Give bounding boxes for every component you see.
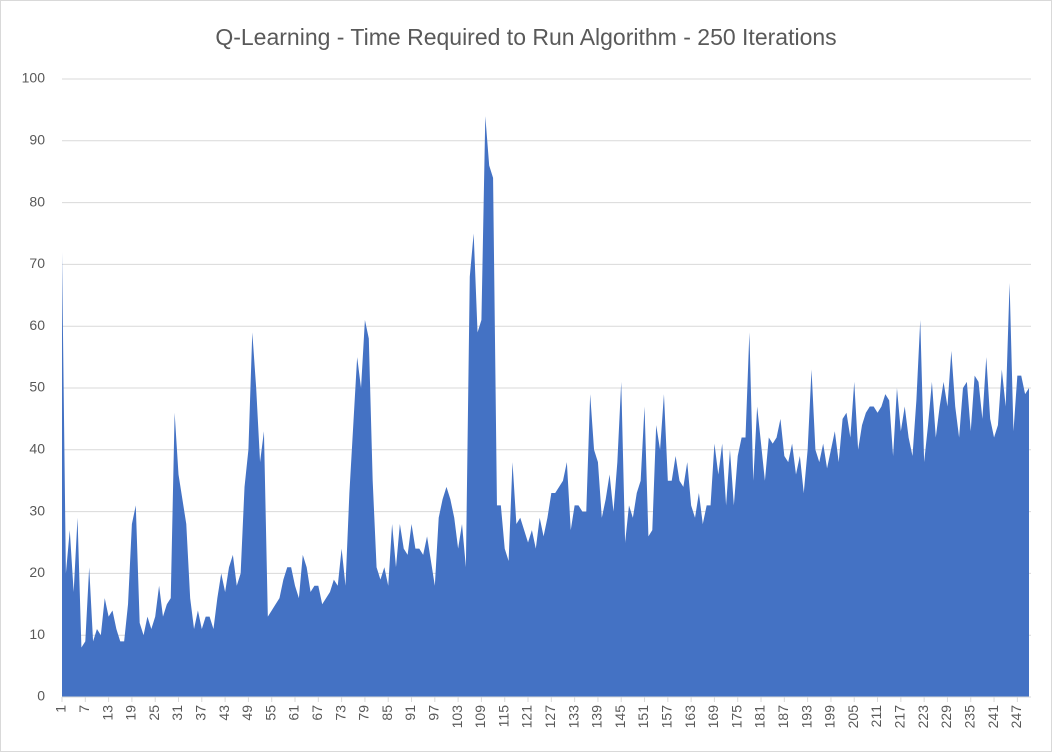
y-tick-label: 70: [29, 255, 45, 271]
x-tick-label: 67: [309, 705, 325, 721]
y-tick-label: 50: [29, 379, 45, 395]
x-tick-label: 103: [449, 705, 465, 729]
y-tick-label: 30: [29, 502, 45, 518]
chart-title: Q-Learning - Time Required to Run Algori…: [215, 24, 836, 50]
x-tick-label: 1: [53, 705, 69, 713]
x-tick-label: 157: [659, 705, 675, 729]
x-tick-label: 25: [146, 705, 162, 721]
x-tick-label: 181: [752, 705, 768, 729]
y-tick-label: 90: [29, 132, 45, 148]
x-tick-label: 193: [798, 705, 814, 729]
x-tick-label: 205: [845, 705, 861, 729]
x-tick-label: 199: [822, 705, 838, 729]
x-tick-label: 163: [682, 705, 698, 729]
x-tick-label: 79: [356, 705, 372, 721]
x-tick-label: 85: [379, 705, 395, 721]
x-tick-label: 31: [169, 705, 185, 721]
x-tick-label: 55: [262, 705, 278, 721]
x-tick-label: 61: [286, 705, 302, 721]
x-tick-label: 13: [99, 705, 115, 721]
y-tick-label: 10: [29, 626, 45, 642]
x-tick-label: 247: [1008, 705, 1024, 729]
y-tick-label: 40: [29, 441, 45, 457]
x-tick-label: 223: [915, 705, 931, 729]
x-tick-label: 73: [332, 705, 348, 721]
y-tick-label: 80: [29, 193, 45, 209]
x-tick-label: 109: [472, 705, 488, 729]
x-tick-label: 229: [938, 705, 954, 729]
x-tick-label: 7: [76, 705, 92, 713]
x-tick-label: 43: [216, 705, 232, 721]
y-tick-label: 60: [29, 317, 45, 333]
x-tick-label: 187: [775, 705, 791, 729]
x-tick-label: 139: [589, 705, 605, 729]
x-tick-label: 121: [519, 705, 535, 729]
x-tick-label: 49: [239, 705, 255, 721]
x-tick-label: 175: [728, 705, 744, 729]
x-tick-label: 133: [565, 705, 581, 729]
x-tick-label: 19: [123, 705, 139, 721]
x-tick-label: 217: [892, 705, 908, 729]
x-tick-label: 97: [426, 705, 442, 721]
x-tick-label: 169: [705, 705, 721, 729]
y-tick-label: 100: [22, 70, 46, 86]
x-tick-label: 145: [612, 705, 628, 729]
x-tick-label: 37: [193, 705, 209, 721]
x-tick-label: 115: [495, 705, 511, 728]
y-tick-label: 0: [37, 688, 45, 704]
x-tick-label: 241: [985, 705, 1001, 729]
x-tick-label: 211: [868, 705, 884, 728]
x-tick-label: 235: [961, 705, 977, 729]
y-tick-label: 20: [29, 564, 45, 580]
x-tick-label: 151: [635, 705, 651, 729]
area: [62, 116, 1029, 697]
x-tick-label: 91: [402, 705, 418, 721]
x-tick-label: 127: [542, 705, 558, 729]
